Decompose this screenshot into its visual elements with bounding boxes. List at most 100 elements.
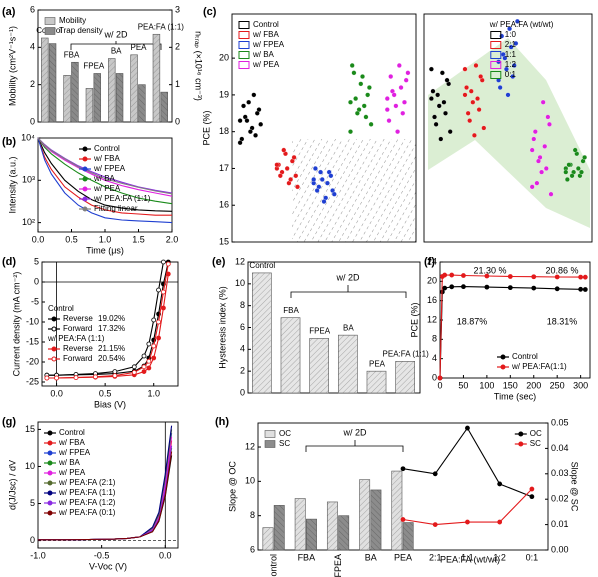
point <box>579 169 584 175</box>
legend-label: w/ BA <box>58 458 81 467</box>
legend-label: Control <box>59 428 85 437</box>
marker <box>156 335 161 341</box>
point <box>433 121 439 127</box>
marker <box>93 374 98 380</box>
point <box>468 88 474 94</box>
y-tick-label: 15 <box>25 424 35 434</box>
legend-swatch <box>47 490 53 496</box>
marker <box>161 305 166 311</box>
bar-hatch <box>262 527 274 550</box>
marker <box>400 466 406 472</box>
y-tick-label: 0 <box>30 116 35 126</box>
point <box>497 85 503 90</box>
legend-label: Trap density <box>59 26 103 35</box>
point <box>462 66 468 72</box>
point <box>312 166 318 171</box>
point <box>291 154 297 160</box>
legend-swatch <box>47 460 53 466</box>
legend-label: Reverse <box>63 314 93 323</box>
marker <box>112 369 118 375</box>
marker <box>507 274 513 279</box>
annotation: w/ 2D <box>342 427 367 437</box>
y-tick-label: 6 <box>30 4 35 14</box>
y2-tick-label: 3 <box>175 4 180 14</box>
point <box>569 173 575 179</box>
y-tick-label: 10 <box>25 461 35 471</box>
legend-label: Mobility <box>59 16 86 25</box>
marker <box>531 285 537 291</box>
x-tick-label: Control <box>268 554 278 577</box>
x-tick-label: 2.0 <box>166 234 179 244</box>
point <box>471 132 477 138</box>
legend-swatch <box>44 27 56 35</box>
legend-swatch <box>47 480 53 486</box>
marker <box>461 273 466 278</box>
marker <box>112 373 118 379</box>
point <box>396 63 402 68</box>
legend-label: 2:1 <box>505 40 517 49</box>
point <box>462 92 468 98</box>
legend-heading: Control <box>48 304 74 313</box>
marker <box>449 272 455 278</box>
legend-swatch <box>490 31 502 39</box>
hatched-region <box>292 139 416 242</box>
point <box>368 121 374 127</box>
point <box>473 63 479 68</box>
category-label: FPEA <box>309 327 331 336</box>
point <box>319 177 325 182</box>
point <box>295 184 300 190</box>
point <box>328 173 334 179</box>
y2-tick-label: 0.05 <box>551 417 569 427</box>
annotation: w/ 2D <box>335 272 360 282</box>
x-tick-label: 1:2 <box>493 552 506 562</box>
legend-label: Control <box>253 20 279 29</box>
plot-frame <box>37 421 179 549</box>
panel-label: (e) <box>212 256 226 268</box>
point <box>395 129 401 135</box>
x-tick-label: 0.0 <box>32 234 45 244</box>
point <box>358 81 364 87</box>
marker <box>578 286 584 292</box>
panel-label: (b) <box>2 136 16 148</box>
legend-swatch <box>264 440 276 448</box>
marker <box>529 486 535 492</box>
x-tick-label: -1.0 <box>30 550 46 560</box>
point <box>476 107 482 113</box>
bar-hatch <box>86 88 93 122</box>
y-axis-label: PCE (%) <box>201 110 211 145</box>
y-tick-label: 12 <box>235 256 245 266</box>
marker <box>141 353 147 359</box>
point <box>548 191 554 197</box>
point <box>536 158 541 164</box>
bar-hatch <box>93 73 101 122</box>
marker <box>151 343 157 349</box>
legend-swatch <box>238 61 250 69</box>
panel-label: (a) <box>2 6 16 18</box>
point <box>366 85 372 90</box>
bar-hatch <box>280 317 301 393</box>
marker <box>529 494 535 500</box>
bar-hatch <box>108 58 116 122</box>
y-tick-label: 10³ <box>22 175 35 185</box>
x-tick-label: 2:1 <box>429 552 442 562</box>
x-tick-label: 0.0 <box>50 388 63 398</box>
marker <box>497 519 503 525</box>
marker <box>449 284 455 290</box>
bracket <box>305 440 404 452</box>
bar-hatch <box>49 43 56 122</box>
point <box>398 85 404 90</box>
legend-swatch <box>47 450 53 456</box>
point <box>436 103 442 109</box>
bar-hatch <box>338 335 358 393</box>
point <box>284 166 290 171</box>
marker <box>131 369 137 375</box>
legend-swatch <box>82 206 88 212</box>
y-tick-label: 6 <box>240 322 245 332</box>
legend-label: Forward <box>63 324 92 333</box>
marker <box>44 375 50 381</box>
y-tick-label: -25 <box>26 376 39 386</box>
y-tick-label: 0 <box>34 276 39 286</box>
category-label: PEA:FA (1:1) <box>383 349 430 358</box>
bar-hatch <box>71 62 79 122</box>
marker <box>131 364 137 370</box>
